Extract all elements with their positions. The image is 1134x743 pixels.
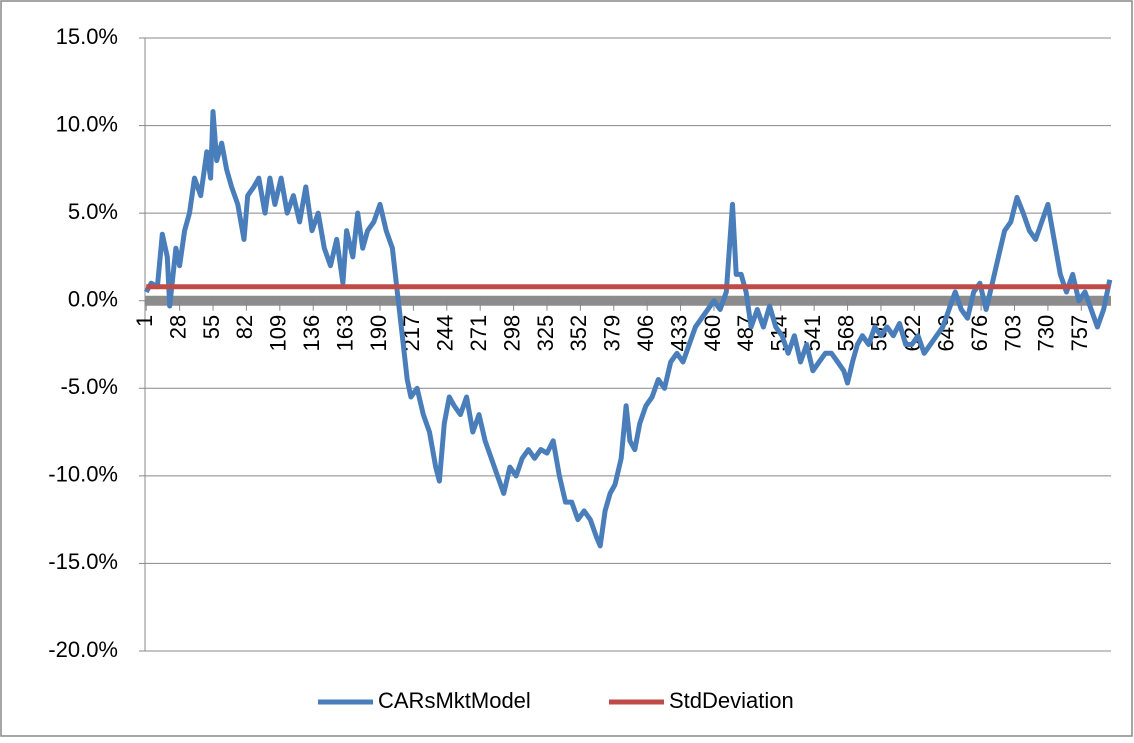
legend-label: StdDeviation [669,688,794,713]
y-tick-label: 0.0% [68,287,118,312]
x-tick-label: 703 [1000,315,1025,352]
y-tick-label: 5.0% [68,199,118,224]
x-tick-label: 730 [1034,315,1059,352]
x-tick-label: 1 [132,315,157,327]
x-tick-label: 82 [232,315,257,339]
y-tick-label: -20.0% [48,637,118,662]
x-tick-label: 676 [967,315,992,352]
y-tick-label: -5.0% [61,374,118,399]
x-tick-label: 568 [833,315,858,352]
y-tick-label: 10.0% [56,111,118,136]
x-tick-label: 190 [366,315,391,352]
x-tick-label: 325 [533,315,558,352]
series-line [144,109,1113,549]
x-tick-label: 109 [266,315,291,352]
x-tick-label: 28 [165,315,190,339]
x-tick-label: 163 [332,315,357,352]
x-tick-label: 460 [700,315,725,352]
x-tick-label: 352 [566,315,591,352]
x-tick-label: 757 [1067,315,1092,352]
x-tick-label: 136 [299,315,324,352]
x-tick-label: 55 [199,315,224,339]
x-tick-label: 298 [499,315,524,352]
x-tick-label: 406 [633,315,658,352]
x-tick-label: 271 [466,315,491,352]
y-tick-label: 15.0% [56,24,118,49]
x-tick-label: 244 [433,315,458,352]
y-tick-label: -10.0% [48,462,118,487]
y-tick-label: -15.0% [48,549,118,574]
legend-label: CARsMktModel [378,688,531,713]
x-tick-label: 379 [600,315,625,352]
